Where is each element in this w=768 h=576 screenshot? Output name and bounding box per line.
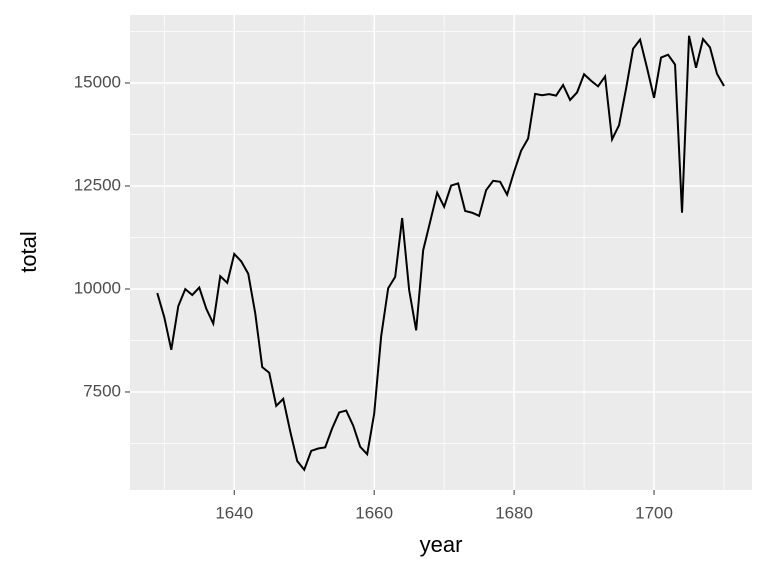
y-tick-label: 10000	[74, 278, 121, 297]
y-tick-label: 7500	[83, 381, 121, 400]
x-tick-label: 1660	[355, 503, 393, 522]
y-axis-title: total	[16, 231, 41, 273]
x-axis-title: year	[420, 532, 463, 557]
y-tick-label: 15000	[74, 72, 121, 91]
x-tick-label: 1680	[495, 503, 533, 522]
y-tick-label: 12500	[74, 175, 121, 194]
data-line	[156, 35, 725, 472]
x-tick-label: 1640	[215, 503, 253, 522]
panel-background	[130, 15, 752, 490]
x-tick-label: 1700	[635, 503, 673, 522]
